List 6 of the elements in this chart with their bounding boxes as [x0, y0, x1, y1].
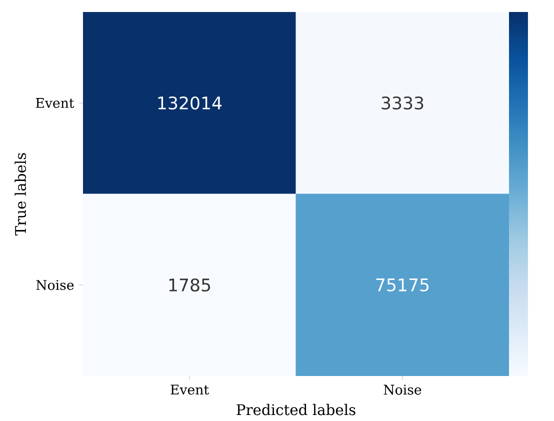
data-label: 3333 [382, 96, 424, 110]
data-label: 132014 [158, 96, 222, 110]
x-axis-title: Predicted labels [236, 404, 356, 416]
data-label: 75175 [376, 278, 429, 292]
y-axis-title: True labels [14, 153, 26, 236]
data-label: 1785 [169, 278, 210, 292]
